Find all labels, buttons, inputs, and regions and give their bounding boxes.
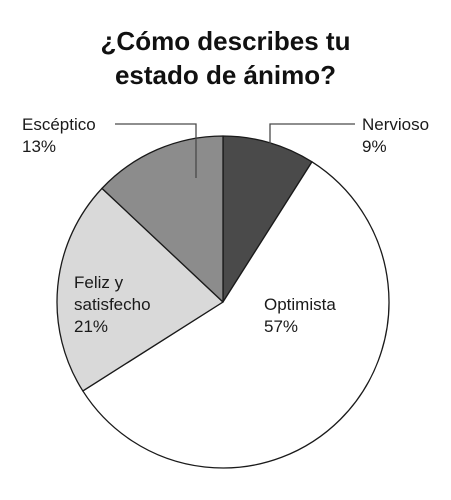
slice-label-value-esceptico: 13% xyxy=(22,137,56,156)
slice-label-value-feliz-satisfecho: 21% xyxy=(74,317,108,336)
slice-label-name-nervioso: Nervioso xyxy=(362,115,429,134)
chart-title: ¿Cómo describes tu estado de ánimo? xyxy=(0,24,451,92)
slice-label-esceptico: Escéptico 13% xyxy=(22,115,96,156)
chart-title-line-1: ¿Cómo describes tu xyxy=(100,26,351,56)
slice-label-name-esceptico: Escéptico xyxy=(22,115,96,134)
slice-label-value-optimista: 57% xyxy=(264,317,298,336)
pie-slice-esceptico xyxy=(101,135,224,303)
slice-labels: Nervioso 9% Optimista 57% Feliz y satisfecho 2… xyxy=(22,115,429,336)
pie-slices xyxy=(56,135,390,469)
pie-slice-optimista xyxy=(82,161,390,469)
slice-label-optimista: Optimista 57% xyxy=(264,295,336,336)
slice-label-name-optimista: Optimista xyxy=(264,295,336,314)
chart-title-line-2: estado de ánimo? xyxy=(114,60,337,90)
slice-label-feliz-satisfecho: Feliz y satisfecho 21% xyxy=(74,273,151,336)
leader-lines xyxy=(115,123,355,178)
pie-slice-feliz-satisfecho xyxy=(56,187,224,392)
pie-slice-nervioso xyxy=(222,135,313,303)
slice-label-nervioso: Nervioso 9% xyxy=(362,115,429,156)
leader-line-nervioso xyxy=(269,123,355,168)
slice-label-name-feliz-satisfecho-1: Feliz y xyxy=(74,273,124,292)
slice-label-value-nervioso: 9% xyxy=(362,137,387,156)
slice-label-name-feliz-satisfecho-2: satisfecho xyxy=(74,295,151,314)
leader-line-esceptico xyxy=(115,123,197,178)
